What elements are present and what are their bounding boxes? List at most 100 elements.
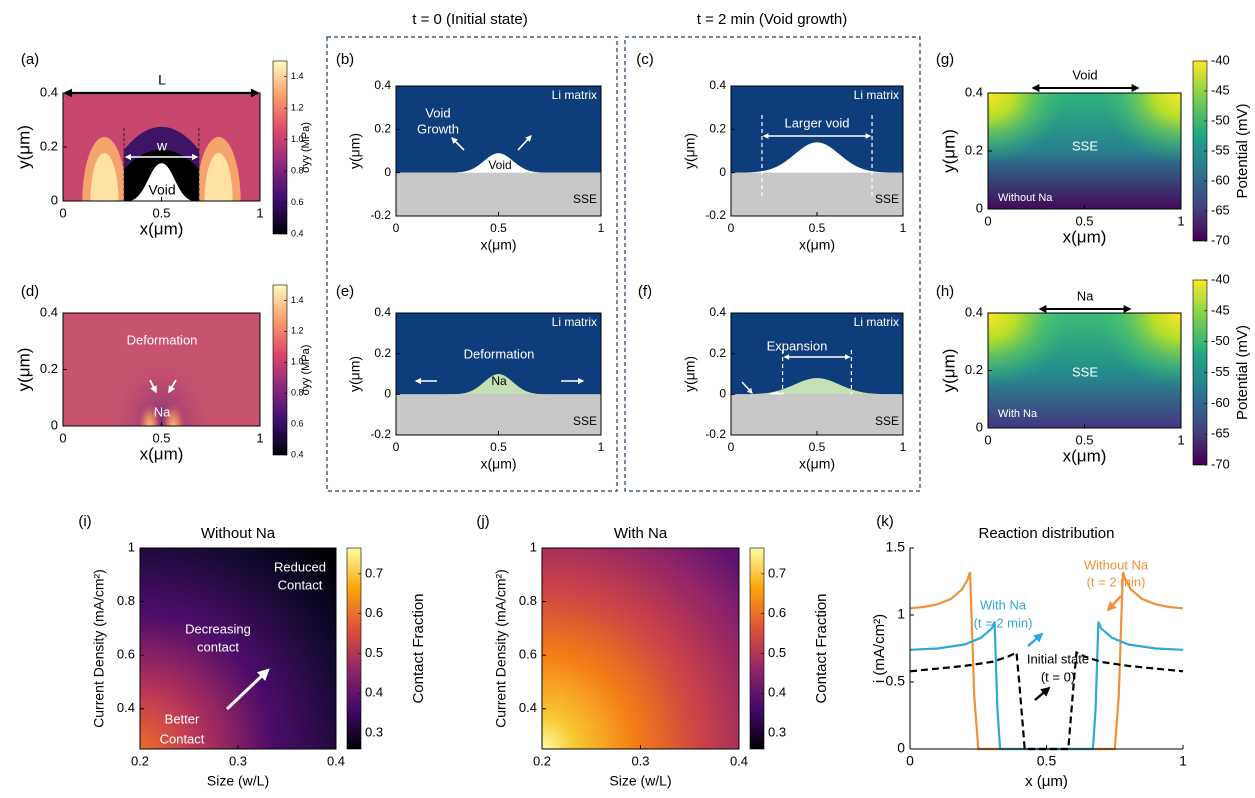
panel-label: (e)	[336, 283, 354, 300]
y-tick-label: 0.4	[709, 305, 726, 319]
sse	[731, 172, 903, 216]
x-tick-label: 0.3	[631, 753, 649, 768]
arrow	[517, 135, 532, 151]
arrow	[225, 668, 270, 711]
x-axis-label: x(μm)	[1063, 446, 1107, 465]
x-tick-label: 0.5	[809, 221, 826, 235]
x-tick-label: 1	[900, 440, 907, 454]
series-line	[909, 621, 1184, 751]
colorbar-tick-label: 0.8	[291, 388, 304, 398]
colorbar-tick-label: 1.2	[291, 326, 304, 336]
x-tick-label: 0.5	[1075, 432, 1093, 447]
legend-label: (t = 2 min)	[974, 615, 1033, 630]
plot-area	[63, 313, 260, 426]
annotation: Li matrix	[552, 315, 597, 329]
legend-label: With Na	[980, 597, 1027, 612]
column-header: t = 0 (Initial state)	[412, 11, 527, 28]
x-tick-label: 0.5	[152, 205, 170, 220]
arrow	[168, 379, 177, 394]
arrow	[1106, 595, 1122, 612]
x-tick-label: 0	[984, 213, 991, 228]
legend-label: Without Na	[1084, 557, 1149, 572]
x-tick-label: 0	[393, 440, 400, 454]
colorbar-tick-label: -70	[1211, 232, 1230, 247]
annotation: Better	[165, 711, 200, 726]
colorbar	[749, 547, 765, 750]
colorbar-tick-label: -55	[1211, 142, 1230, 157]
colorbar-tick-label: 1.0	[291, 134, 304, 144]
annotation: L	[158, 72, 166, 88]
annotation: w	[156, 138, 168, 154]
colorbar-tick-label: -70	[1211, 456, 1230, 471]
y-tick-label: 0	[719, 165, 726, 179]
x-axis-label: x(μm)	[480, 456, 516, 472]
y-axis-label: y(μm)	[14, 348, 33, 392]
y-tick-label: -0.2	[705, 427, 726, 441]
annotation: Smaller	[688, 354, 729, 368]
x-tick-label: 0.5	[152, 430, 170, 445]
annotation: Deformation	[127, 332, 198, 347]
colorbar-tick-label: 0.4	[291, 449, 304, 459]
panel-label: (k)	[876, 513, 894, 530]
colorbar-tick-label: 0.7	[768, 565, 786, 580]
annotation: contact	[197, 639, 239, 654]
plot-area	[542, 548, 739, 749]
annotation: Void	[425, 105, 450, 120]
x-tick-label: 0.5	[490, 440, 507, 454]
hotspot	[988, 93, 1068, 163]
group-box	[624, 36, 921, 492]
y-tick-label: 1	[128, 539, 135, 554]
arrow	[149, 379, 157, 394]
y-tick-label: -0.2	[370, 208, 391, 222]
x-tick-label: 1	[900, 221, 907, 235]
colorbar-tick-label: 0.6	[768, 605, 786, 620]
y-tick-label: 0.2	[374, 346, 391, 360]
colorbar-tick-label: -60	[1211, 395, 1230, 410]
annotation: Growth	[417, 121, 459, 136]
panel-label: (d)	[21, 283, 39, 300]
x-axis-label: x(μm)	[480, 237, 516, 253]
colorbar-tick-label: 0.3	[365, 725, 383, 740]
plot-title: Without Na	[201, 525, 276, 542]
y-axis-label: y(μm)	[682, 133, 698, 169]
colorbar-tick-label: 0.5	[365, 645, 383, 660]
annotation: Na	[154, 404, 171, 419]
x-axis-label: x(μm)	[140, 444, 184, 463]
panel-label: (c)	[636, 51, 654, 68]
colorbar-tick-label: 0.3	[768, 725, 786, 740]
annotation: SSE	[1072, 364, 1098, 379]
y-tick-label: 0.6	[117, 647, 135, 662]
y-tick-label: 0.2	[709, 122, 726, 136]
lobe	[90, 153, 119, 201]
y-tick-label: 0	[51, 192, 58, 207]
x-tick-label: 0	[906, 753, 914, 769]
colorbar-tick-label: 1.0	[291, 357, 304, 367]
column-header: t = 2 min (Void growth)	[697, 11, 847, 28]
x-tick-label: 0	[59, 205, 66, 220]
colorbar-tick-label: -65	[1211, 202, 1230, 217]
sse	[731, 394, 903, 435]
y-tick-label: 0	[719, 387, 726, 401]
y-axis-label: Current Density (mA/cm²)	[91, 569, 107, 728]
x-tick-label: 0.4	[327, 753, 345, 768]
annotation: Deformation	[464, 346, 535, 361]
y-tick-label: 0.4	[519, 700, 537, 715]
y-tick-label: 0.4	[374, 305, 391, 319]
panel-label: (f)	[638, 283, 652, 300]
panel-label: (i)	[78, 513, 91, 530]
plot-area	[731, 86, 903, 216]
x-tick-label: 1	[598, 221, 605, 235]
y-tick-label: 0.4	[709, 78, 726, 92]
annotation: Expansion	[767, 338, 828, 353]
colorbar-tick-label: 0.5	[768, 645, 786, 660]
colorbar-label: Contact Fraction	[813, 593, 830, 703]
annotation: Void	[488, 158, 511, 172]
bump	[731, 378, 903, 395]
field	[140, 548, 336, 749]
annotation: SSE	[875, 192, 899, 206]
y-tick-label: 0	[384, 387, 391, 401]
x-axis-label: Size (w/L)	[207, 773, 269, 789]
colorbar-tick-label: 0.7	[365, 565, 383, 580]
colorbar	[272, 60, 288, 235]
